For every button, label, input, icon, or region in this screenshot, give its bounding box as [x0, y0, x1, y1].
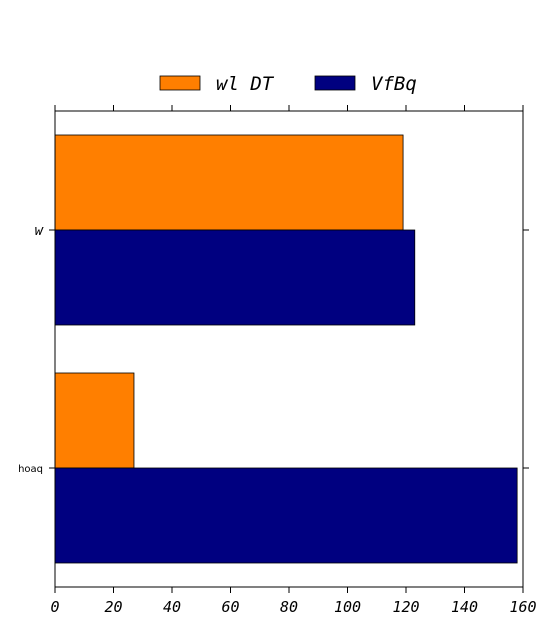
- legend-swatch-vfbq: [314, 75, 356, 91]
- x-tick-label: 160: [509, 598, 536, 616]
- bar-vfbq-hoaq: [54, 467, 518, 564]
- x-tick-label: 0: [50, 598, 59, 616]
- x-tick-label: 40: [163, 598, 181, 616]
- bar-wl-dt-w: [54, 134, 404, 231]
- x-tick-label: 20: [104, 598, 122, 616]
- y-tick-label: hoaq: [18, 464, 43, 475]
- legend: wl DT VfBq: [159, 73, 417, 95]
- x-tick-label: 140: [451, 598, 478, 616]
- y-tick-label: w: [35, 223, 44, 239]
- x-tick-label: 100: [334, 598, 361, 616]
- bar-wl-dt-hoaq: [54, 372, 135, 469]
- legend-label-vfbq: VfBq: [371, 73, 417, 95]
- ticks-layer: w hoaq 0 20 40 60 80 100 120 140 160: [18, 105, 537, 616]
- bar-vfbq-w: [54, 229, 416, 326]
- legend-label-wl-dt: wl DT: [216, 73, 275, 95]
- bars-layer: [54, 134, 518, 564]
- x-tick-label: 120: [392, 598, 419, 616]
- legend-swatch-wl-dt: [159, 75, 201, 91]
- x-tick-label: 80: [280, 598, 298, 616]
- x-tick-label: 60: [221, 598, 239, 616]
